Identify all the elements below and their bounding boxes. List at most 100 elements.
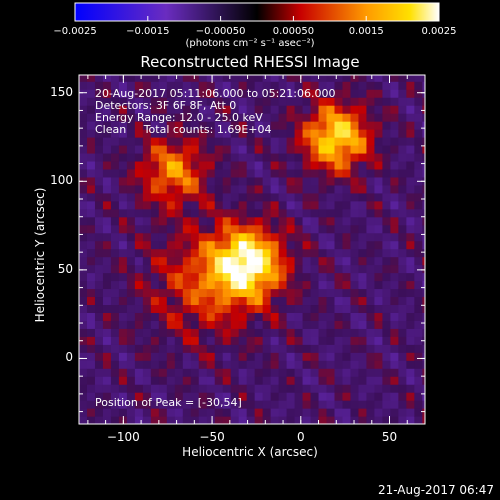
heatmap-cell <box>254 392 264 401</box>
heatmap-cell <box>318 376 328 385</box>
heatmap-cell <box>326 368 336 377</box>
heatmap-cell <box>310 216 320 226</box>
heatmap-cell <box>302 144 312 154</box>
heatmap-cell <box>310 81 320 90</box>
heatmap-cell <box>366 176 376 186</box>
heatmap-cell <box>222 312 232 321</box>
heatmap-cell <box>134 121 144 130</box>
colorbar <box>74 2 440 22</box>
heatmap-cell <box>222 272 232 282</box>
heatmap-cell <box>86 168 96 178</box>
heatmap-cell <box>94 288 104 298</box>
heatmap-cell <box>238 81 248 90</box>
heatmap-cell <box>86 152 96 162</box>
heatmap-cell <box>246 137 256 146</box>
heatmap-cell <box>150 216 160 226</box>
heatmap-cell <box>334 328 344 337</box>
heatmap-cell <box>382 280 391 290</box>
heatmap-cell <box>214 224 224 234</box>
heatmap-cell <box>110 216 120 226</box>
heatmap-cell <box>102 113 112 122</box>
heatmap-cell <box>358 224 368 234</box>
heatmap-cell <box>150 129 160 138</box>
x-tick-label: −50 <box>199 430 225 444</box>
heatmap-cell <box>158 336 168 345</box>
heatmap-cell <box>110 264 120 274</box>
heatmap-cell <box>174 129 184 138</box>
heatmap-cell <box>126 176 136 186</box>
heatmap-cell <box>310 360 320 369</box>
heatmap-cell <box>422 280 425 290</box>
heatmap-cell <box>150 256 160 266</box>
heatmap-cell <box>118 352 128 361</box>
heatmap-cell <box>414 360 423 369</box>
heatmap-cell <box>102 129 112 138</box>
heatmap-cell <box>286 320 296 329</box>
heatmap-cell <box>302 97 312 106</box>
heatmap-cell <box>398 368 407 377</box>
heatmap-cell <box>334 368 344 377</box>
heatmap-cell <box>422 160 425 170</box>
heatmap-cell <box>94 89 104 98</box>
heatmap-cell <box>126 240 136 250</box>
heatmap-cell <box>334 296 344 306</box>
heatmap-cell <box>278 264 288 274</box>
heatmap-cell <box>414 184 423 194</box>
heatmap-cell <box>318 280 328 290</box>
heatmap-cell <box>318 144 328 154</box>
heatmap-cell <box>286 336 296 345</box>
heatmap-cell <box>206 328 216 337</box>
heatmap-cell <box>262 384 272 393</box>
heatmap-cell <box>238 392 248 401</box>
heatmap-cell <box>214 89 224 98</box>
heatmap-cell <box>398 192 407 202</box>
heatmap-cell <box>110 288 120 298</box>
heatmap-image <box>79 75 425 424</box>
heatmap-cell <box>390 272 399 282</box>
heatmap-cell <box>86 200 96 210</box>
heatmap-cell <box>342 328 352 337</box>
heatmap-cell <box>142 264 152 274</box>
heatmap-cell <box>150 248 160 258</box>
heatmap-cell <box>326 81 336 90</box>
heatmap-cell <box>102 304 112 313</box>
heatmap-cell <box>342 408 352 417</box>
heatmap-cell <box>166 176 176 186</box>
heatmap-cell <box>126 352 136 361</box>
heatmap-cell <box>334 360 344 369</box>
heatmap-cell <box>310 208 320 218</box>
heatmap-cell <box>286 192 296 202</box>
heatmap-cell <box>390 152 399 162</box>
heatmap-cell <box>374 208 384 218</box>
heatmap-cell <box>166 248 176 258</box>
heatmap-cell <box>86 368 96 377</box>
heatmap-cell <box>86 416 96 424</box>
heatmap-cell <box>126 376 136 385</box>
heatmap-cell <box>318 288 328 298</box>
heatmap-cell <box>230 272 240 282</box>
heatmap-cell <box>190 160 200 170</box>
heatmap-cell <box>110 160 120 170</box>
heatmap-cell <box>94 368 104 377</box>
heatmap-cell <box>374 248 384 258</box>
heatmap-cell <box>182 400 192 409</box>
heatmap-cell <box>406 352 415 361</box>
heatmap-cell <box>318 304 328 313</box>
heatmap-cell <box>214 280 224 290</box>
heatmap-cell <box>166 232 176 242</box>
heatmap-cell <box>270 400 280 409</box>
heatmap-cell <box>310 144 320 154</box>
heatmap-cell <box>126 328 136 337</box>
heatmap-cell <box>326 168 336 178</box>
heatmap-cell <box>94 152 104 162</box>
heatmap-cell <box>390 384 399 393</box>
heatmap-cell <box>134 400 144 409</box>
heatmap-cell <box>382 160 391 170</box>
heatmap-cell <box>150 360 160 369</box>
heatmap-cell <box>318 200 328 210</box>
heatmap-cell <box>238 248 248 258</box>
heatmap-cell <box>142 152 152 162</box>
heatmap-cell <box>270 416 280 424</box>
heatmap-cell <box>350 216 360 226</box>
heatmap-cell <box>246 81 256 90</box>
